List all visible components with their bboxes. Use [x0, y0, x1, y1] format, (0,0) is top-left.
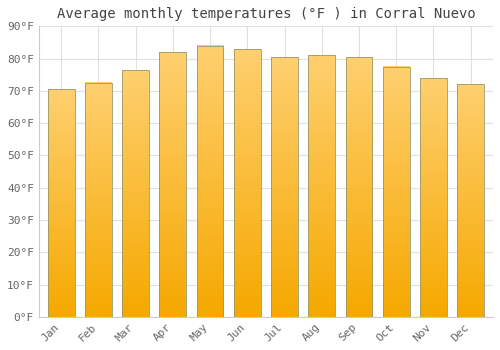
Bar [346, 57, 372, 317]
Bar [458, 84, 484, 317]
Bar [122, 70, 149, 317]
Bar [420, 78, 447, 317]
Bar [85, 83, 112, 317]
Bar [160, 52, 186, 317]
Bar [271, 57, 298, 317]
Title: Average monthly temperatures (°F ) in Corral Nuevo: Average monthly temperatures (°F ) in Co… [56, 7, 476, 21]
Bar [48, 89, 74, 317]
Bar [383, 66, 409, 317]
Bar [308, 55, 335, 317]
Bar [196, 46, 224, 317]
Bar [234, 49, 260, 317]
